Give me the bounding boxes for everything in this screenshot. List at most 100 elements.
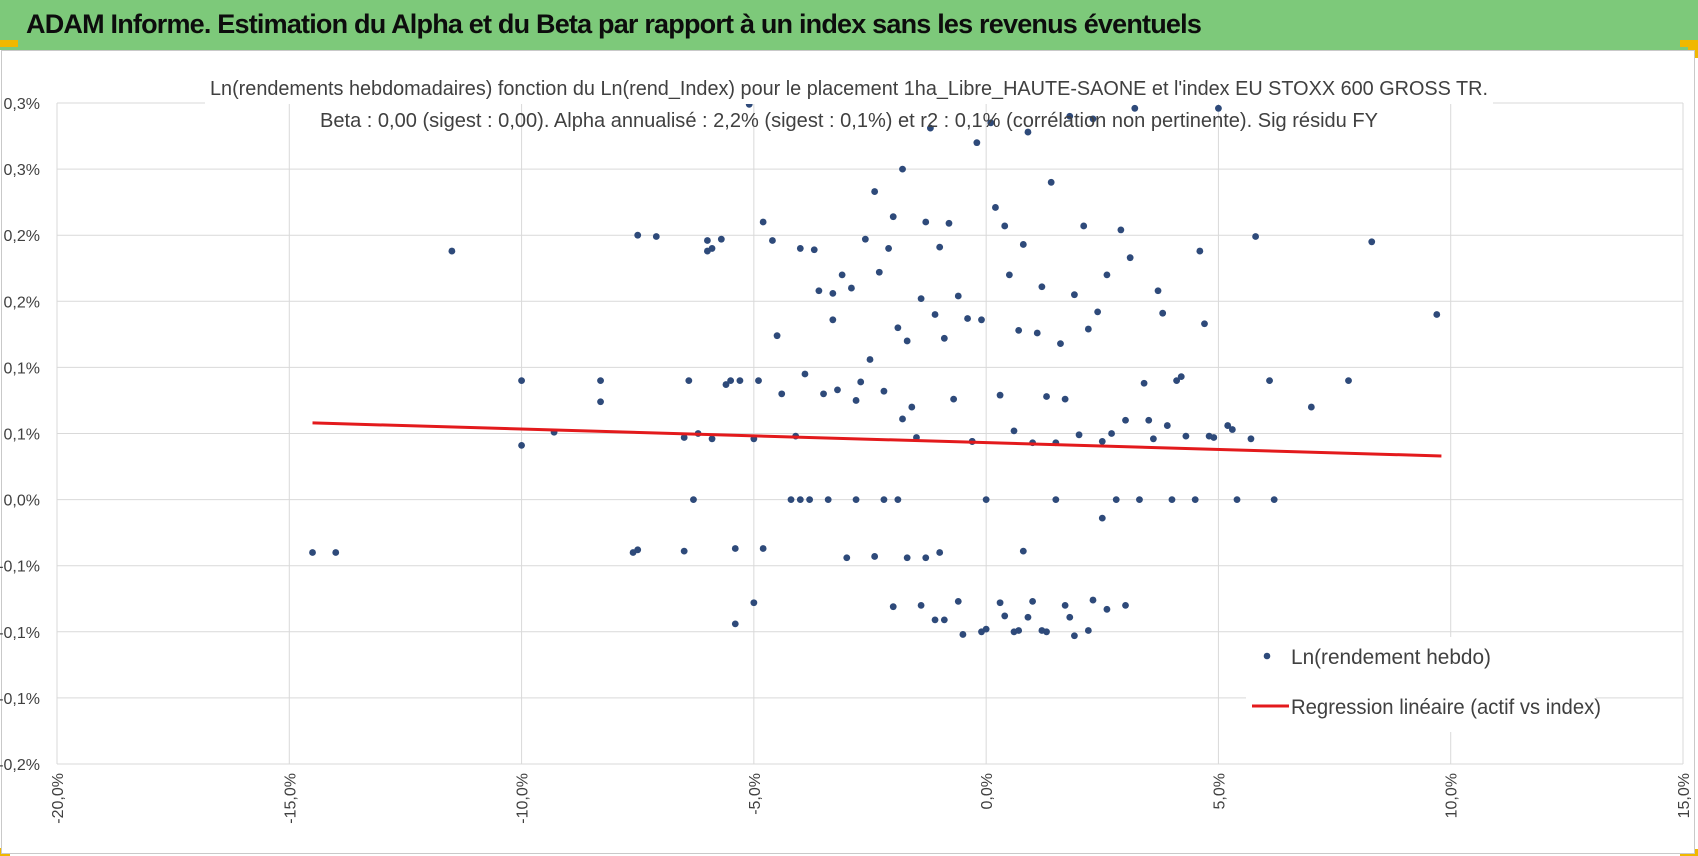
y-tick-label: 0,1%: [4, 360, 40, 377]
y-tick-label: -0,1%: [0, 559, 40, 576]
data-point: [1154, 287, 1162, 295]
data-point: [680, 434, 688, 441]
data-point: [936, 243, 944, 251]
data-point: [880, 496, 888, 503]
title-background: [205, 68, 1493, 104]
y-tick-label: 0,2%: [4, 294, 40, 311]
axis-ticks: -0,2% -0,1% -0,1% -0,1% 0,0% 0,1% 0,1% 0,2% 0,2%…: [0, 96, 1693, 824]
data-point: [908, 403, 916, 411]
data-point: [1010, 427, 1018, 435]
data-point: [1066, 112, 1074, 120]
data-point: [704, 237, 711, 244]
data-point: [597, 377, 604, 385]
page-title: ADAM Informe. Estimation du Alpha et du …: [26, 9, 1202, 39]
data-point: [871, 188, 879, 195]
data-point: [894, 324, 902, 332]
data-point: [1270, 496, 1278, 503]
y-tick-label: 0,0%: [4, 493, 40, 510]
data-point: [926, 124, 934, 132]
data-point: [996, 599, 1004, 607]
data-point: [1029, 597, 1036, 605]
data-point: [959, 631, 967, 638]
y-tick-label: -0,2%: [0, 757, 40, 774]
data-point: [889, 603, 897, 611]
data-point: [685, 377, 693, 385]
data-point: [1066, 613, 1074, 621]
chart-title-line1: Ln(rendements hebdomadaires) fonction du…: [210, 78, 1488, 100]
data-point: [1224, 422, 1232, 429]
data-point: [829, 316, 837, 324]
data-point: [769, 237, 776, 244]
data-point: [857, 378, 865, 386]
data-point: [992, 204, 999, 211]
data-point: [796, 245, 804, 252]
y-tick-label: -0,1%: [0, 625, 40, 642]
data-point: [518, 377, 525, 385]
y-tick-label: 0,1%: [4, 427, 40, 444]
data-point: [1043, 393, 1050, 400]
y-tick-label: -0,1%: [0, 691, 40, 708]
data-point: [1094, 308, 1102, 316]
data-point: [722, 381, 730, 388]
data-point: [1075, 431, 1083, 439]
data-point: [871, 553, 879, 560]
data-point: [448, 247, 456, 255]
x-tick-label: -5,0%: [747, 773, 764, 815]
data-point: [759, 545, 767, 552]
data-point: [1131, 104, 1139, 112]
data-point: [894, 496, 902, 503]
data-point: [518, 441, 525, 449]
data-point: [1122, 416, 1129, 424]
data-point: [848, 284, 855, 292]
data-point: [755, 377, 762, 385]
data-point: [801, 370, 809, 378]
data-point: [889, 213, 897, 221]
y-tick-label: 0,3%: [4, 162, 40, 179]
data-point: [1080, 222, 1088, 230]
data-point: [1433, 311, 1441, 318]
data-point: [708, 435, 716, 443]
data-point: [1061, 395, 1069, 403]
data-point: [931, 311, 939, 318]
data-point: [332, 549, 340, 556]
data-point: [815, 287, 823, 295]
data-point: [1307, 403, 1315, 411]
data-point: [1196, 247, 1204, 255]
data-point: [1001, 612, 1009, 620]
data-point: [810, 246, 818, 254]
data-point: [982, 496, 990, 503]
data-point: [806, 496, 814, 503]
legend-scatter-marker: [1263, 652, 1271, 660]
data-point: [1247, 435, 1255, 443]
corner-marker: [0, 40, 18, 47]
data-point: [1071, 632, 1078, 640]
data-point: [1103, 605, 1111, 613]
data-point: [978, 316, 985, 324]
data-point: [1089, 596, 1097, 604]
data-point: [652, 233, 660, 240]
data-point: [1001, 222, 1009, 230]
data-point: [1117, 226, 1125, 234]
data-point: [1136, 496, 1143, 503]
data-point: [866, 356, 874, 363]
data-point: [843, 554, 851, 562]
data-point: [778, 390, 786, 398]
data-point: [1345, 377, 1352, 385]
data-point: [1015, 627, 1023, 634]
data-point: [1015, 326, 1023, 334]
data-point: [1140, 379, 1148, 387]
data-point: [634, 546, 642, 554]
header-banner: ADAM Informe. Estimation du Alpha et du …: [0, 0, 1698, 50]
data-point: [1005, 271, 1013, 279]
data-point: [1098, 514, 1106, 522]
x-tick-label: 10,0%: [1444, 773, 1461, 818]
data-point: [1052, 496, 1060, 503]
x-tick-label: 0,0%: [979, 773, 996, 809]
data-point: [717, 235, 725, 243]
data-point: [1103, 271, 1111, 279]
y-tick-label: 0,2%: [4, 228, 40, 245]
data-point: [1019, 547, 1027, 555]
data-point: [1084, 627, 1092, 634]
data-point: [922, 554, 930, 562]
data-point: [834, 386, 841, 394]
